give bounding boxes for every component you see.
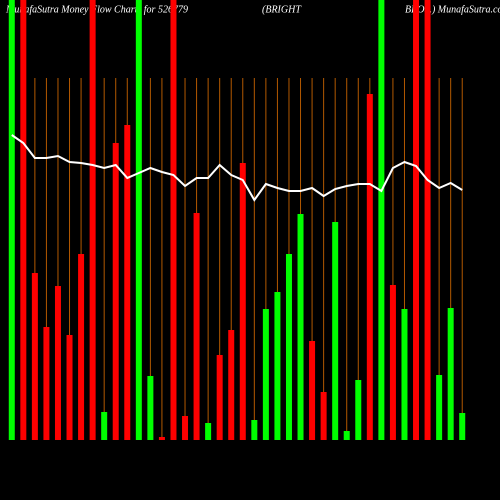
bar	[285, 254, 292, 440]
bar	[158, 437, 165, 440]
bar	[135, 0, 142, 440]
chart-title: MunafaSutra Money Flow Charts for 526779	[5, 4, 188, 15]
bar	[401, 309, 408, 440]
bar	[54, 286, 61, 440]
bar	[413, 0, 420, 440]
bar	[31, 273, 38, 440]
bar	[366, 94, 373, 440]
bar	[101, 412, 108, 440]
bar	[43, 327, 50, 440]
bar	[78, 254, 85, 440]
line	[11, 134, 463, 202]
bar	[89, 0, 96, 440]
bar	[355, 380, 362, 440]
bar	[112, 143, 119, 440]
chart-subtitle: (BRIGHT	[262, 4, 302, 15]
bar	[389, 285, 396, 440]
bar	[262, 309, 269, 440]
bar	[124, 125, 131, 440]
bar	[216, 355, 223, 440]
bar	[274, 292, 281, 440]
bar	[193, 213, 200, 440]
bar	[436, 375, 443, 440]
bar	[170, 0, 177, 440]
bar	[20, 0, 27, 440]
bar	[205, 423, 212, 440]
bar	[297, 214, 304, 440]
bar	[424, 0, 431, 440]
bar	[251, 420, 258, 440]
bar	[309, 341, 316, 440]
bar	[8, 0, 15, 440]
bar	[447, 308, 454, 440]
bar	[66, 335, 73, 440]
bar	[378, 0, 385, 440]
bar	[459, 413, 466, 440]
chart-subtitle: BROS.) MunafaSutra.com	[405, 4, 500, 15]
bar	[147, 376, 154, 440]
bar	[239, 163, 246, 440]
bar	[228, 330, 235, 440]
bar	[332, 222, 339, 440]
bar	[182, 416, 189, 440]
bar	[343, 431, 350, 440]
bar	[320, 392, 327, 440]
